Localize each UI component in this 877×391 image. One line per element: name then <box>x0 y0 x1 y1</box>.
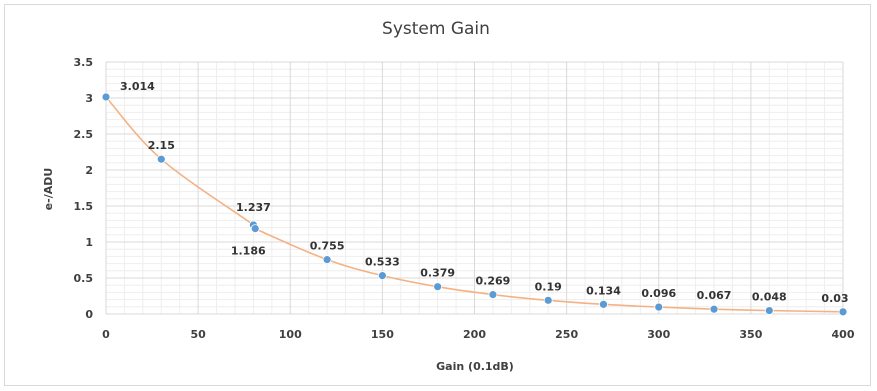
data-point <box>764 306 774 315</box>
data-point <box>322 255 332 265</box>
data-point <box>599 299 608 309</box>
x-tick-label: 200 <box>463 328 486 341</box>
x-tick-label: 350 <box>739 328 762 341</box>
y-axis-tick-labels: 0 0.5 1 1.5 2 2.5 3 3.5 <box>74 56 94 321</box>
y-tick-label: 1 <box>85 236 93 249</box>
y-tick-label: 3 <box>85 92 93 105</box>
data-label: 0.533 <box>365 256 400 269</box>
data-point <box>101 92 111 102</box>
data-label: 3.014 <box>120 80 155 93</box>
x-tick-label: 50 <box>190 328 206 341</box>
data-points <box>101 92 848 317</box>
data-point <box>709 304 719 314</box>
data-point <box>250 224 260 234</box>
x-tick-label: 250 <box>555 328 578 341</box>
x-tick-label: 400 <box>832 328 855 341</box>
data-point <box>654 302 664 312</box>
data-point <box>488 290 498 300</box>
data-label: 0.134 <box>586 284 621 297</box>
data-label: 0.269 <box>476 275 511 288</box>
data-label: 0.03 <box>821 292 848 305</box>
data-label: 0.379 <box>420 267 455 280</box>
y-tick-label: 2.5 <box>74 128 94 141</box>
x-tick-label: 100 <box>279 328 302 341</box>
x-tick-label: 0 <box>102 328 110 341</box>
data-point <box>156 154 166 164</box>
data-label: 0.755 <box>310 240 345 253</box>
y-tick-label: 0.5 <box>74 272 94 285</box>
x-tick-label: 300 <box>647 328 670 341</box>
data-point <box>433 282 443 292</box>
data-label: 0.048 <box>752 291 787 304</box>
y-tick-label: 0 <box>85 308 93 321</box>
x-axis-tick-labels: 0 50 100 150 200 250 300 350 400 <box>102 328 855 341</box>
series-line <box>105 96 844 313</box>
data-label: 2.15 <box>148 139 175 152</box>
y-tick-label: 1.5 <box>74 200 94 213</box>
data-label: 1.237 <box>236 201 271 214</box>
data-label: 0.096 <box>641 287 676 300</box>
x-axis-title: Gain (0.1dB) <box>436 360 514 373</box>
y-tick-label: 2 <box>85 164 93 177</box>
y-axis-title: e-/ADU <box>42 168 55 211</box>
x-tick-label: 150 <box>371 328 394 341</box>
data-labels: 3.014 2.15 1.237 1.186 0.755 0.533 0.379 0.269 0… <box>120 80 849 305</box>
data-point <box>377 271 387 281</box>
chart-title: System Gain <box>382 19 490 39</box>
y-tick-label: 3.5 <box>74 56 94 69</box>
data-label: 0.19 <box>535 280 562 293</box>
data-point <box>838 307 848 317</box>
data-point <box>543 295 553 305</box>
data-label: 1.186 <box>231 245 266 258</box>
data-label: 0.067 <box>697 289 732 302</box>
